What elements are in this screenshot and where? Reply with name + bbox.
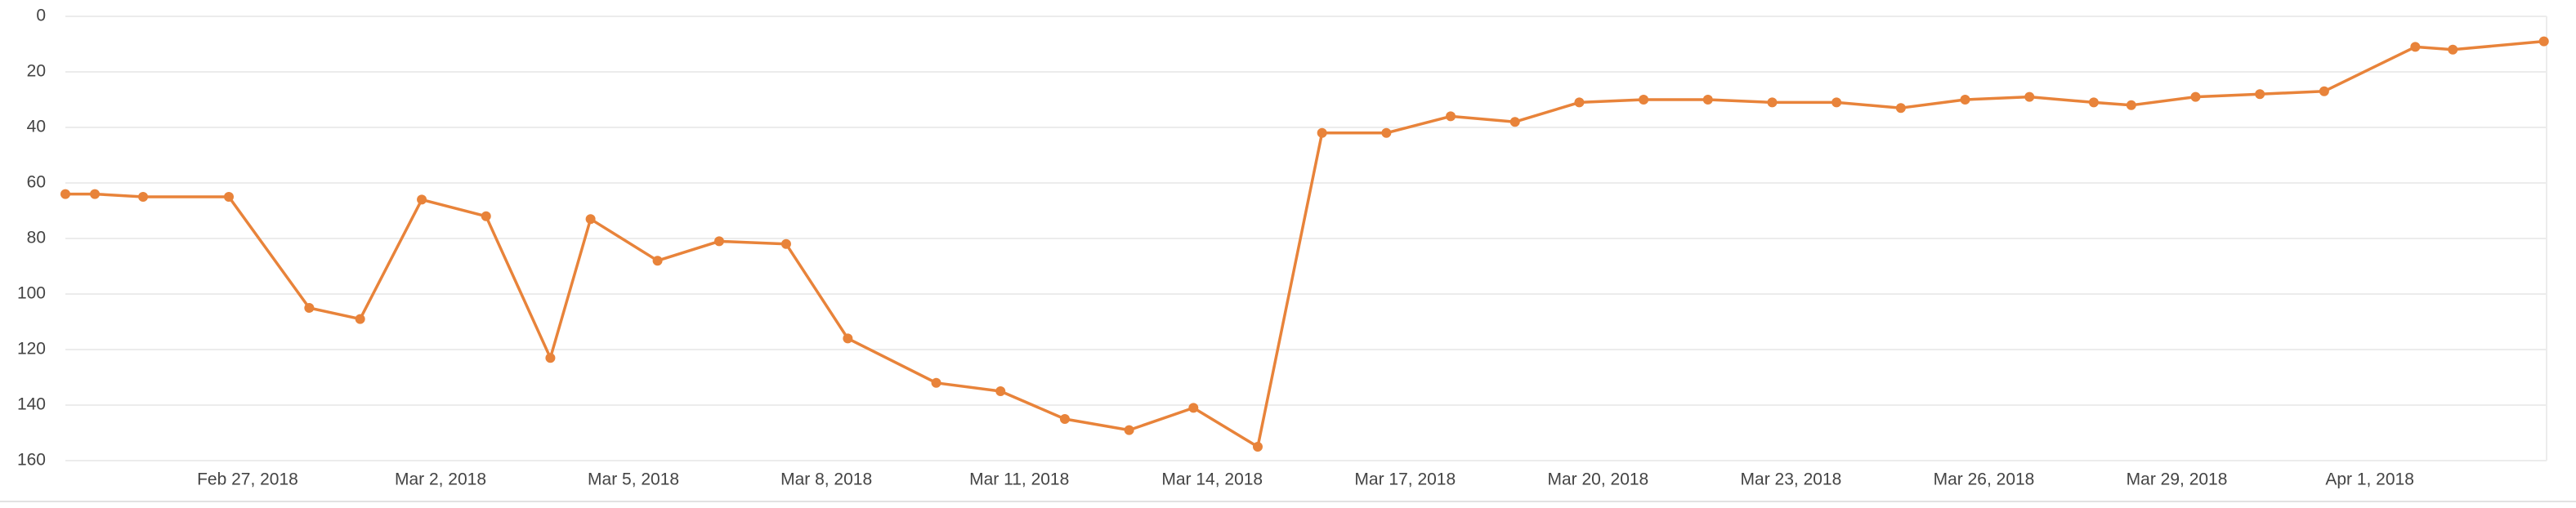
point [2448,44,2458,55]
point [713,236,724,247]
point [1381,127,1392,138]
point [843,333,853,344]
point [931,377,941,388]
y-tick-label: 140 [17,395,46,414]
point [2088,97,2099,108]
point [1188,403,1199,413]
x-tick-label: Mar 29, 2018 [2127,470,2228,489]
x-tick-label: Apr 1, 2018 [2325,470,2414,489]
x-tick-label: Mar 20, 2018 [1547,470,1648,489]
point [2410,42,2421,52]
point [60,189,70,199]
y-tick-label: 100 [17,284,46,303]
y-tick-label: 80 [27,229,46,247]
point [2126,100,2136,110]
point [652,256,663,266]
point [2538,36,2549,47]
x-tick-label: Mar 8, 2018 [780,470,872,489]
point [545,353,556,363]
point [1124,425,1134,435]
point [1059,414,1070,424]
x-tick-label: Mar 11, 2018 [969,470,1069,489]
point [417,194,427,205]
point [1960,95,1970,105]
point [1446,111,1456,122]
y-tick-label: 120 [17,340,46,359]
point [138,192,149,202]
point [355,314,365,324]
point [1252,442,1263,452]
point [2319,86,2329,96]
y-tick-label: 40 [27,118,46,136]
x-tick-label: Mar 14, 2018 [1161,470,1263,489]
point [223,192,234,202]
point [1317,127,1327,138]
point [1574,97,1585,108]
x-tick-label: Mar 26, 2018 [1934,470,2035,489]
point [1509,117,1520,127]
point [1767,97,1778,108]
point [1831,97,1842,108]
point [481,211,491,221]
x-tick-label: Feb 27, 2018 [197,470,298,489]
point [2024,91,2035,102]
y-tick-label: 160 [17,451,46,470]
x-tick-label: Mar 5, 2018 [588,470,679,489]
x-tick-label: Mar 17, 2018 [1354,470,1456,489]
y-tick-label: 60 [27,173,46,192]
line [65,39,2544,448]
x-tick-label: Mar 23, 2018 [1741,470,1842,489]
point [585,214,596,225]
point [304,303,315,313]
point [780,238,791,249]
y-tick-label: 0 [36,7,46,25]
point [995,386,1006,396]
y-tick-label: 20 [27,62,46,81]
x-tick-label: Mar 2, 2018 [395,470,486,489]
point [1702,95,1713,105]
point [1639,95,1649,105]
point [1895,103,1906,114]
point [2255,89,2265,100]
point [90,189,101,199]
point [2190,91,2201,102]
